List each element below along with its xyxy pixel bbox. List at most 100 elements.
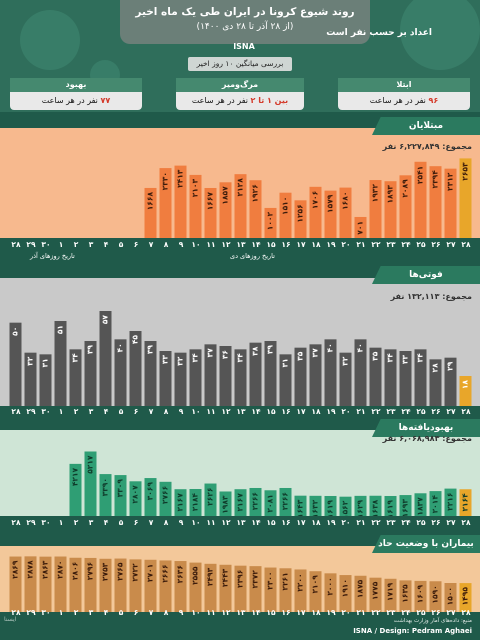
bar-value-label: ۱۵۷۹ (326, 194, 335, 213)
cases-total: مجموع: ۶,۲۲۷,۸۴۹ نفر (382, 142, 472, 151)
bar-value-label: ۲۸۷۰ (56, 561, 65, 579)
day-tick-label: ۱۴ (251, 407, 261, 416)
day-tick-label: ۲۳ (386, 407, 396, 416)
bar (234, 349, 247, 406)
bar (129, 331, 142, 406)
bar-value-label: ۲۲۶۶ (281, 492, 290, 510)
day-tick-label: ۱۲ (221, 240, 231, 249)
bar (309, 571, 322, 612)
critical-axis: ۲۸ ۲۹ ۳۰ ۱ ۲ ۳ ۴ ۵ ۶ ۷ ۸ ۹ ۱۰ ۱۱ ۱۲ ۱۳ ۱۴ ۱۵ ۱۶ ۱۷ ۱۸ ۱۹ ۲۰ ۲۱ ۲… (0, 608, 480, 622)
bar (384, 349, 397, 406)
bar-value-label: ۲۴۴۳ (221, 568, 230, 587)
bar (414, 161, 427, 238)
bar (234, 565, 247, 612)
bar-value-label: ۲۶۶۶ (161, 564, 170, 582)
bar (204, 563, 217, 612)
bar-value-label: ۱۶۴۳ (296, 499, 305, 516)
day-tick-label: ۸ (163, 407, 169, 416)
bar (189, 349, 202, 406)
bar (234, 174, 247, 238)
bar (444, 168, 457, 238)
card-death-head: مرگ‌ومیر (176, 78, 304, 92)
bar (129, 559, 142, 612)
card-infection: ۹۶ نفر در هر ساعت (338, 92, 470, 110)
cases-chart: ۱۶۶۸ ۲۳۳۰ ۲۴۱۳ ۲۱۰۳ ۱۶۶۷ ۱۸۵۷ ۲۱۲۸ ۱۹۲۶ ۱۰۰۲ ۱۵۱۰… (144, 158, 472, 238)
bar (144, 341, 157, 406)
bar (24, 556, 37, 612)
bar (459, 489, 472, 516)
bar-value-label: ۳۳۰۹ (116, 479, 125, 498)
day-tick-label: ۱۲ (221, 407, 231, 416)
day-tick-label: ۱۹ (326, 608, 336, 617)
bar (369, 495, 382, 516)
bar-value-label: ۲۲۶۶ (251, 492, 260, 510)
day-tick-label: ۲۲ (371, 407, 381, 416)
bar-value-label: ۱۶۳۵ (401, 584, 410, 603)
bar (174, 489, 187, 516)
bar (99, 474, 112, 516)
bar-value-label: ۴۰ (326, 343, 335, 352)
bar-value-label: ۲۳۹۴ (431, 170, 440, 189)
bar-value-label: ۳۰۶۹ (146, 482, 155, 501)
bar (279, 568, 292, 612)
bar-value-label: ۲۴۹۳ (206, 567, 215, 586)
bar (429, 581, 442, 612)
bar-value-label: ۲۱۲۸ (236, 178, 245, 197)
credit: ISNA / Design: Pedram Aghaei (353, 627, 472, 635)
day-tick-label: ۲۵ (416, 407, 426, 416)
day-tick-label: ۲۴ (401, 518, 411, 527)
bar (99, 558, 112, 612)
bar (249, 180, 262, 238)
bar-value-label: ۱۶۱۹ (326, 500, 335, 516)
critical-section-title: بیماران با وضعیت حاد (372, 535, 480, 553)
bar-value-label: ۱۶۸۰ (341, 192, 350, 210)
day-tick-label: ۲۴ (401, 608, 411, 617)
day-tick-label: ۳ (88, 608, 94, 617)
day-tick-label: ۱۲ (221, 518, 231, 527)
azar-note: تاریخ روزهای آذر (30, 252, 75, 260)
day-tick-label: ۲۷ (446, 518, 456, 527)
day-tick-label: ۵ (118, 407, 124, 416)
bar (159, 560, 172, 612)
day-tick-label: ۲۰ (341, 608, 351, 617)
bar (279, 354, 292, 406)
bar-value-label: ۳۹ (266, 345, 275, 355)
bar (279, 487, 292, 516)
day-tick-label: ۲ (73, 240, 79, 249)
bar-value-label: ۱۴۹۵ (461, 587, 470, 606)
bar-value-label: ۱۹۲۶ (251, 184, 260, 202)
day-tick-label: ۲۷ (446, 240, 456, 249)
bar (159, 481, 172, 516)
bar (84, 557, 97, 612)
day-tick-label: ۲۹ (26, 240, 36, 249)
bar (174, 352, 187, 406)
bar-value-label: ۲۸۰۷ (131, 485, 140, 504)
bar (399, 580, 412, 612)
day-tick-label: ۲۶ (431, 518, 441, 527)
bar (459, 158, 472, 238)
day-tick-label: ۷ (148, 240, 154, 249)
day-tick-label: ۱۰ (191, 518, 201, 527)
day-tick-label: ۲۷ (446, 407, 456, 416)
bar (339, 575, 352, 612)
bar-value-label: ۱۸۹۳ (386, 185, 395, 204)
deaths-chart: ۵۰ ۳۲ ۳۱ ۵۱ ۳۴ ۳۹ ۵۷ ۴۰ ۴۵ ۳۹ ۳۳ ۳۲ ۳۴ ۳۷ ۳۶ ۳۴ ۳۸ ۳۹ ۳۱ ۳۵… (9, 311, 472, 406)
page-title: روند شیوع کرونا در ایران طی یک ماه اخیر (135, 6, 355, 18)
bar (324, 190, 337, 238)
bar-value-label: ۳۵ (371, 351, 380, 361)
bar-value-label: ۲۷۶۶ (161, 486, 170, 504)
day-tick-label: ۲۳ (386, 608, 396, 617)
card-infection-head: ابتلا (338, 78, 470, 92)
bar-value-label: ۳۲ (176, 356, 185, 366)
bar (264, 567, 277, 612)
day-tick-label: ۲۷ (446, 608, 456, 617)
day-tick-label: ۲۴ (401, 240, 411, 249)
deaths-axis: ۲۸ ۲۹ ۳۰ ۱ ۲ ۳ ۴ ۵ ۶ ۷ ۸ ۹ ۱۰ ۱۱ ۱۲ ۱۳ ۱۴ ۱۵ ۱۶ ۱۷ ۱۸ ۱۹ ۲۰ ۲۱ ۲… (0, 407, 480, 421)
card-recovery-text: نفر در هر ساعت (41, 96, 98, 105)
day-tick-label: ۲۵ (416, 608, 426, 617)
bar-value-label: ۱۶۲۹ (356, 499, 365, 516)
card-recovery: ۷۷ نفر در هر ساعت (10, 92, 142, 110)
bar (354, 495, 367, 516)
day-tick-label: ۴ (103, 518, 109, 527)
bar (204, 344, 217, 406)
